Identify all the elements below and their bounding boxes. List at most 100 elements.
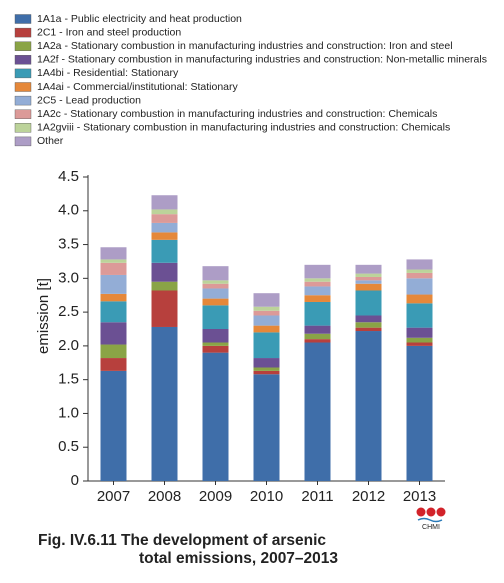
legend-label: 1A2f - Stationary combustion in manufact… [37,54,487,66]
y-tick-label: 0 [71,472,79,489]
bar-segment [406,269,433,273]
legend-label: Other [37,135,64,147]
bar-segment [355,327,382,332]
legend-label: 1A2c - Stationary combustion in manufact… [37,108,437,120]
bar-segment [100,322,127,345]
legend-swatch [14,82,32,92]
bar-segment [100,247,127,260]
bar-segment [355,264,382,274]
bar-segment [304,278,331,282]
bar-segment [253,310,280,316]
chart-title: Fig. IV.6.11 The development of arsenic [38,532,326,549]
bar-segment [100,262,127,275]
x-tick-label: 2009 [199,488,232,505]
bar-segment [406,259,433,270]
logo-dot [426,507,436,517]
bar-segment [151,222,178,233]
bar-segment [253,332,280,359]
bar-segment [202,283,229,289]
bar-segment [406,327,433,338]
y-tick-label: 2.0 [58,337,79,354]
bar-segment [202,345,229,353]
bar-segment [355,273,382,277]
bar-segment [151,209,178,215]
bar-segment [253,374,280,481]
legend-label: 2C1 - Iron and steel production [37,26,181,38]
bar-segment [151,290,178,327]
y-tick-label: 1.0 [58,404,79,421]
legend-label: 1A4ai - Commercial/institutional: Statio… [37,81,239,93]
bar-segment [202,329,229,343]
x-tick-label: 2012 [352,488,385,505]
x-tick-label: 2010 [250,488,283,505]
bar-segment [304,281,331,287]
legend-swatch [14,41,32,51]
bar-segment [253,315,280,326]
bar-segment [100,293,127,302]
bar-segment [202,280,229,284]
legend-label: 1A4bi - Residential: Stationary [37,67,179,79]
logo-wave [417,517,443,523]
chart-title: total emissions, 2007–2013 [139,550,338,567]
bar-segment [406,345,433,481]
x-tick-label: 2011 [301,488,333,505]
bar-segment [151,281,178,291]
x-tick-label: 2013 [403,488,436,505]
y-tick-label: 3.0 [58,269,79,286]
legend-swatch [14,27,32,38]
bar-segment [100,344,127,359]
bar-segment [355,290,382,316]
bar-segment [202,305,229,329]
bar-segment [253,370,280,375]
logo: CHMI [416,507,446,531]
bar-segment [100,358,127,371]
y-axis-label: emission [t] [35,278,52,354]
logo-dot [436,507,446,517]
y-tick-label: 4.0 [58,202,79,219]
legend-swatch [14,109,32,119]
y-tick-label: 2.5 [58,303,79,320]
legend-label: 1A1a - Public electricity and heat produ… [37,13,242,25]
legend-swatch [14,55,32,65]
y-tick-label: 3.5 [58,236,79,253]
legend-swatch [14,123,32,133]
bar-segment [151,195,178,210]
bar-segment [304,286,331,296]
bar-segment [100,301,127,323]
bar-segment [253,367,280,371]
bar-segment [355,331,382,481]
bar-segment [202,352,229,481]
bar-segment [253,358,280,368]
x-tick-label: 2008 [148,488,181,505]
bar-segment [151,232,178,240]
bar-segment [100,259,127,263]
bar-segment [355,276,382,281]
bar-segment [253,293,280,307]
bar-segment [304,264,331,279]
bar-segment [202,288,229,299]
legend-swatch [14,136,32,147]
bar-segment [355,283,382,291]
bar-segment [151,239,178,263]
logo-text: CHMI [422,524,440,531]
legend-label: 2C5 - Lead production [37,94,141,106]
legend-label: 1A2a - Stationary combustion in manufact… [37,40,453,52]
bar-segment [355,322,382,328]
bar-segment [304,333,331,340]
bar-segment [202,342,229,346]
bar-segment [253,306,280,311]
logo-dot [416,507,426,517]
legend-swatch [14,68,32,79]
bar-segment [151,214,178,223]
bar-segment [406,272,433,279]
bar-segment [304,325,331,334]
bar-segment [304,301,331,326]
bar-segment [304,295,331,302]
bar-segment [406,303,433,328]
bar-segment [151,326,178,481]
bar-segment [304,339,331,343]
legend-swatch [14,95,32,106]
bar-segment [355,315,382,323]
bar-segment [100,370,127,481]
